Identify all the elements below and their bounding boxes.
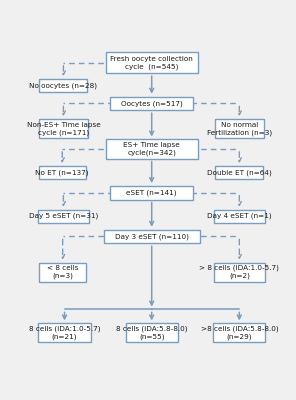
FancyBboxPatch shape [110, 97, 193, 110]
Text: Oocytes (n=517): Oocytes (n=517) [121, 100, 183, 107]
Text: > 8 cells (iDA:1.0-5.7)
(n=2): > 8 cells (iDA:1.0-5.7) (n=2) [200, 265, 279, 280]
FancyBboxPatch shape [110, 186, 193, 200]
FancyBboxPatch shape [39, 263, 86, 282]
FancyBboxPatch shape [106, 52, 198, 73]
FancyBboxPatch shape [215, 166, 263, 179]
Text: Day 3 eSET (n=110): Day 3 eSET (n=110) [115, 233, 189, 240]
FancyBboxPatch shape [104, 230, 200, 243]
Text: >8 cells (iDA:5.8-8.0)
(n=29): >8 cells (iDA:5.8-8.0) (n=29) [200, 326, 278, 340]
FancyBboxPatch shape [38, 323, 91, 342]
Text: ES+ Time lapse
cycle(n=342): ES+ Time lapse cycle(n=342) [123, 142, 180, 156]
Text: Day 5 eSET (n=31): Day 5 eSET (n=31) [29, 213, 98, 220]
FancyBboxPatch shape [214, 210, 265, 223]
FancyBboxPatch shape [39, 166, 86, 179]
FancyBboxPatch shape [213, 323, 266, 342]
FancyBboxPatch shape [106, 140, 198, 158]
Text: No ET (n=137): No ET (n=137) [36, 169, 89, 176]
Text: Non-ES+ Time lapse
cycle (n=171): Non-ES+ Time lapse cycle (n=171) [27, 122, 100, 136]
FancyBboxPatch shape [38, 210, 89, 223]
FancyBboxPatch shape [39, 119, 88, 138]
Text: 8 cells (iDA:5.8-8.0)
(n=55): 8 cells (iDA:5.8-8.0) (n=55) [116, 326, 187, 340]
FancyBboxPatch shape [39, 79, 88, 92]
FancyBboxPatch shape [215, 119, 264, 138]
Text: No normal
Fertilization (n=3): No normal Fertilization (n=3) [207, 122, 272, 136]
Text: No oocytes (n=28): No oocytes (n=28) [29, 82, 97, 89]
Text: Day 4 eSET (n=1): Day 4 eSET (n=1) [207, 213, 272, 220]
FancyBboxPatch shape [214, 263, 265, 282]
Text: 8 cells (iDA:1.0-5.7)
(n=21): 8 cells (iDA:1.0-5.7) (n=21) [29, 326, 100, 340]
Text: < 8 cells
(n=3): < 8 cells (n=3) [47, 265, 78, 279]
FancyBboxPatch shape [126, 323, 178, 342]
Text: eSET (n=141): eSET (n=141) [126, 190, 177, 196]
Text: Double ET (n=64): Double ET (n=64) [207, 169, 272, 176]
Text: Fresh oocyte collection
cycle  (n=545): Fresh oocyte collection cycle (n=545) [110, 56, 193, 70]
